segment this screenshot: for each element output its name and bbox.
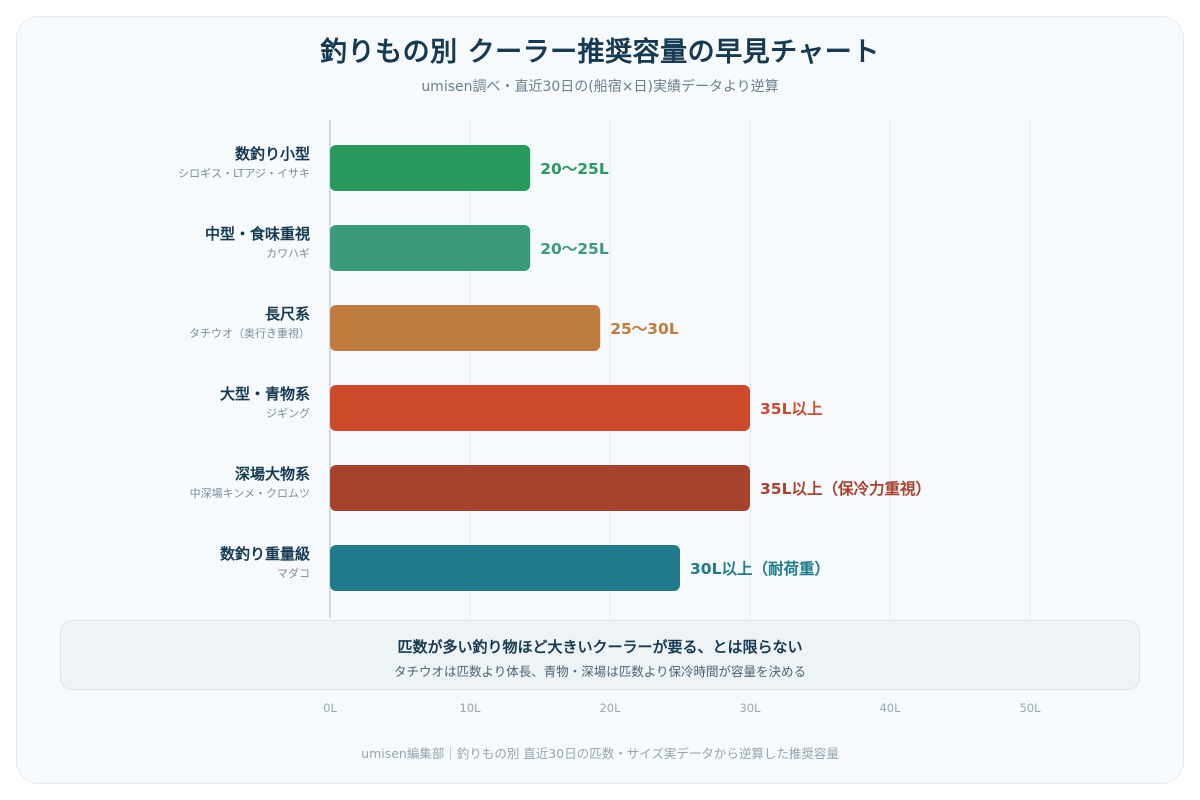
bar (330, 385, 750, 431)
category-label: 長尺系 (265, 305, 310, 323)
bar-value-label: 35L以上 (760, 400, 823, 418)
chart-title: 釣りもの別 クーラー推奨容量の早見チャート (320, 37, 880, 68)
bar (330, 545, 680, 591)
bar (330, 145, 531, 191)
category-label: 中型・食味重視 (205, 225, 310, 243)
category-examples: シロギス・LTアジ・イサキ (178, 167, 310, 180)
category-label: 数釣り小型 (235, 145, 310, 163)
category-label: 数釣り重量級 (220, 545, 310, 563)
x-tick-label: 50L (1019, 701, 1041, 715)
category-examples: マダコ (277, 566, 310, 580)
category-examples: カワハギ (266, 247, 310, 260)
bar-value-label: 20〜25L (540, 160, 609, 178)
category-label: 大型・青物系 (220, 385, 310, 403)
bar-value-label: 20〜25L (540, 240, 609, 258)
chart-subtitle: umisen調べ・直近30日の(船宿×日)実績データより逆算 (421, 79, 779, 95)
x-tick-label: 0L (323, 701, 337, 715)
category-examples: 中深場キンメ・クロムツ (190, 487, 310, 500)
x-tick-label: 30L (739, 701, 761, 715)
insight-callout: 匹数が多い釣り物ほど大きいクーラーが要る、とは限らない タチウオは匹数より体長、… (60, 620, 1140, 690)
category-examples: タチウオ（奥行き重視） (189, 326, 310, 340)
bar (330, 465, 750, 511)
x-tick-label: 10L (459, 701, 481, 715)
bar-value-label: 25〜30L (610, 320, 679, 338)
bar-value-label: 35L以上（保冷力重視） (760, 479, 931, 498)
footer-credit: umisen編集部｜釣りもの別 直近30日の匹数・サイズ実データから逆算した推奨… (361, 746, 839, 761)
bar (330, 305, 601, 351)
callout-headline: 匹数が多い釣り物ほど大きいクーラーが要る、とは限らない (397, 638, 803, 656)
category-label: 深場大物系 (235, 465, 310, 483)
bar-value-label: 30L以上（耐荷重） (690, 559, 830, 578)
bar (330, 225, 531, 271)
x-tick-label: 20L (599, 701, 621, 715)
x-tick-label: 40L (879, 701, 901, 715)
callout-body: タチウオは匹数より体長、青物・深場は匹数より保冷時間が容量を決める (393, 664, 806, 679)
category-examples: ジギング (266, 406, 310, 420)
